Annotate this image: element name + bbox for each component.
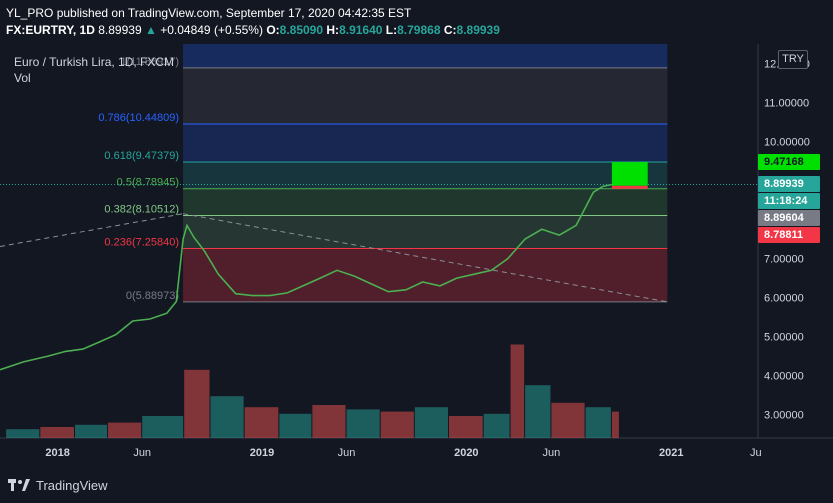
volume-bar: [75, 424, 108, 438]
price-tag: 8.89939: [758, 176, 820, 193]
series-title: Euro / Turkish Lira, 1D, FXCM: [14, 55, 175, 69]
volume-bar: [346, 409, 380, 438]
volume-bar: [414, 407, 448, 438]
trendline: [182, 213, 668, 303]
fib-zone: [183, 162, 668, 189]
fib-zone: [183, 188, 668, 216]
x-tick-label: 2021: [659, 447, 683, 459]
fib-zone: [183, 124, 668, 163]
volume-bar: [279, 413, 312, 438]
fib-zone-top: [183, 44, 668, 68]
volume-bar: [184, 369, 210, 438]
volume-bar: [483, 413, 510, 438]
volume-bars: [6, 344, 619, 438]
volume-legend: Vol: [14, 71, 31, 85]
volume-bar: [611, 411, 619, 438]
fib-level-label: 0.5(8.78945): [117, 177, 179, 189]
target-box-stop: [611, 185, 648, 189]
volume-bar: [585, 407, 611, 438]
currency-button[interactable]: TRY: [778, 50, 808, 69]
fib-zone: [183, 67, 668, 125]
x-tick-label: 2019: [250, 447, 274, 459]
fib-level-label: 0(5.88973): [126, 290, 179, 302]
close-value: 8.89939: [456, 23, 500, 37]
y-tick-label: 3.00000: [764, 410, 804, 422]
tradingview-logo-icon: [8, 479, 30, 491]
volume-bar: [108, 422, 142, 438]
y-tick-label: 6.00000: [764, 293, 804, 305]
volume-bar: [380, 411, 414, 438]
low-label: L:: [385, 23, 398, 37]
last-price: 8.89939: [98, 23, 142, 37]
price-change: +0.04849 (+0.55%): [160, 23, 263, 37]
target-box-profit: [611, 162, 648, 186]
x-tick-label: Ju: [750, 447, 762, 459]
fib-zone: [183, 215, 668, 249]
volume-bar: [6, 429, 40, 438]
open-value: 8.85090: [279, 23, 324, 37]
y-tick-label: 4.00000: [764, 371, 804, 383]
close-label: C:: [443, 23, 457, 37]
price-tag: 8.78811: [758, 227, 820, 244]
volume-bar: [210, 396, 244, 438]
volume-bar: [448, 416, 483, 438]
fib-level-label: 0.618(9.47379): [104, 150, 179, 162]
volume-bar: [142, 416, 184, 438]
x-tick-label: Jun: [338, 447, 356, 459]
y-tick-label: 11.00000: [764, 98, 809, 110]
volume-bar: [40, 427, 75, 438]
price-tag: 8.89604: [758, 210, 820, 227]
fib-level-label: 0.382(8.10512): [104, 203, 179, 215]
y-tick-label: 7.00000: [764, 254, 804, 266]
change-arrow-icon: ▲: [144, 23, 157, 37]
publish-info: YL_PRO published on TradingView.com, Sep…: [6, 6, 412, 20]
fib-level-label: 0.236(7.25840): [104, 236, 179, 248]
volume-bar: [525, 385, 551, 438]
x-tick-label: 2020: [454, 447, 478, 459]
volume-bar: [551, 402, 585, 438]
low-value: 8.79868: [397, 23, 441, 37]
price-tag: 11:18:24: [758, 193, 820, 210]
symbol-label[interactable]: FX:EURTRY, 1D: [6, 23, 95, 37]
high-label: H:: [326, 23, 340, 37]
trendline: [0, 213, 184, 247]
price-tag: 9.47168: [758, 154, 820, 171]
high-value: 8.91640: [339, 23, 383, 37]
fib-level-label: 0.786(10.44809): [98, 112, 179, 124]
brand-name: TradingView: [36, 477, 108, 493]
volume-bar: [244, 407, 279, 438]
fib-zone: [183, 248, 668, 302]
symbol-quote-line: FX:EURTRY, 1D 8.89939 ▲ +0.04849 (+0.55%…: [6, 23, 500, 37]
volume-bar: [312, 405, 346, 438]
y-tick-label: 5.00000: [764, 332, 804, 344]
y-tick-label: 10.00000: [764, 137, 810, 149]
volume-bar: [510, 344, 525, 438]
price-line: [0, 183, 613, 371]
x-tick-label: 2018: [45, 447, 69, 459]
fib-level-label: 1(11.88917): [121, 56, 180, 68]
footer-brand[interactable]: TradingView: [8, 477, 108, 493]
x-tick-label: Jun: [543, 447, 561, 459]
open-label: O:: [266, 23, 280, 37]
x-tick-label: Jun: [133, 447, 151, 459]
